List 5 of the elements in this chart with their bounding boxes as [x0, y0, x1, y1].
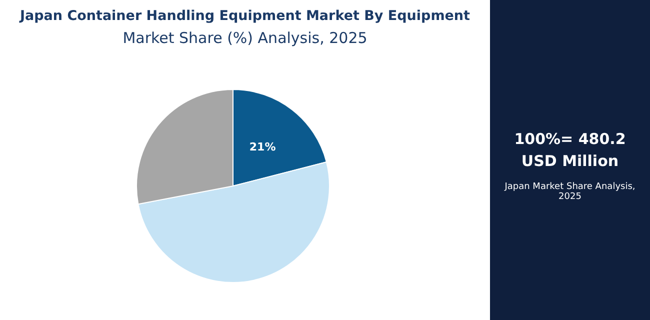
text: 100%= 480.2 USD Million	[513, 129, 627, 172]
data-label: 21%	[249, 140, 276, 154]
chart-subtitle: Market Share (%) Analysis, 2025	[122, 29, 368, 47]
text: Japan Market Share Analysis, 2025	[503, 182, 636, 202]
chart-title: Japan Container Handling Equipment Market By Equipment	[18, 8, 471, 24]
